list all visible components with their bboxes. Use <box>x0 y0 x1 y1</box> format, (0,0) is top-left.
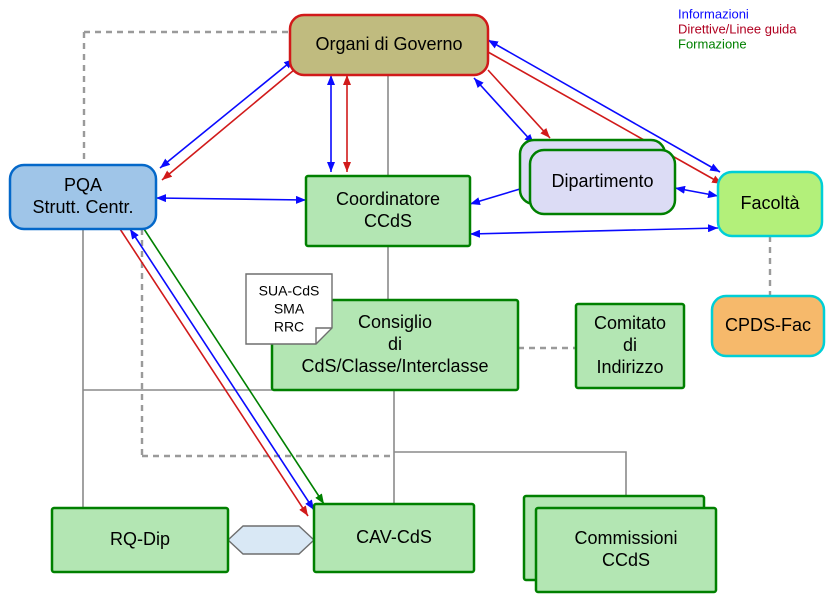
node-label: Dipartimento <box>551 171 653 191</box>
edge-arrow <box>162 70 294 180</box>
doc-label: SUA-CdS <box>259 283 320 299</box>
node-dip: Dipartimento <box>530 150 675 214</box>
edge-structural <box>83 229 228 540</box>
doc-label: SMA <box>274 301 305 317</box>
legend-item: Formazione <box>678 36 747 51</box>
edge-arrow <box>675 188 718 196</box>
node-label: CAV-CdS <box>356 527 432 547</box>
node-coord: CoordinatoreCCdS <box>306 176 470 246</box>
legend: InformazioniDirettive/Linee guidaFormazi… <box>678 6 797 51</box>
edge-arrow <box>160 59 294 168</box>
node-comitato: ComitatodiIndirizzo <box>576 304 684 388</box>
node-label: Commissioni <box>574 528 677 548</box>
node-label: di <box>623 335 637 355</box>
node-organi: Organi di Governo <box>290 15 488 75</box>
node-fac: Facoltà <box>718 172 822 236</box>
node-pqa: PQAStrutt. Centr. <box>10 165 156 229</box>
node-cav: CAV-CdS <box>314 504 474 572</box>
node-label: CCdS <box>602 550 650 570</box>
legend-item: Direttive/Linee guida <box>678 21 797 36</box>
node-label: CCdS <box>364 211 412 231</box>
node-label: Strutt. Centr. <box>32 197 133 217</box>
hex-connector <box>228 526 314 554</box>
edges-arrows <box>120 40 722 516</box>
node-label: Organi di Governo <box>315 34 462 54</box>
legend-item: Informazioni <box>678 6 749 21</box>
node-label: Consiglio <box>358 312 432 332</box>
edge-arrow <box>156 198 306 200</box>
node-label: CdS/Classe/Interclasse <box>301 356 488 376</box>
node-comm: CommissioniCCdS <box>536 508 716 592</box>
node-cpds: CPDS-Fac <box>712 296 824 356</box>
edge-arrow <box>470 228 718 234</box>
node-label: di <box>388 334 402 354</box>
node-label: Facoltà <box>740 193 800 213</box>
doc-note: SUA-CdS SMA RRC <box>246 274 332 344</box>
node-rqdip: RQ-Dip <box>52 508 228 572</box>
doc-label: RRC <box>274 319 304 335</box>
node-label: PQA <box>64 175 102 195</box>
node-label: Indirizzo <box>596 357 663 377</box>
node-label: RQ-Dip <box>110 529 170 549</box>
node-label: CPDS-Fac <box>725 315 811 335</box>
node-label: Comitato <box>594 313 666 333</box>
node-label: Coordinatore <box>336 189 440 209</box>
